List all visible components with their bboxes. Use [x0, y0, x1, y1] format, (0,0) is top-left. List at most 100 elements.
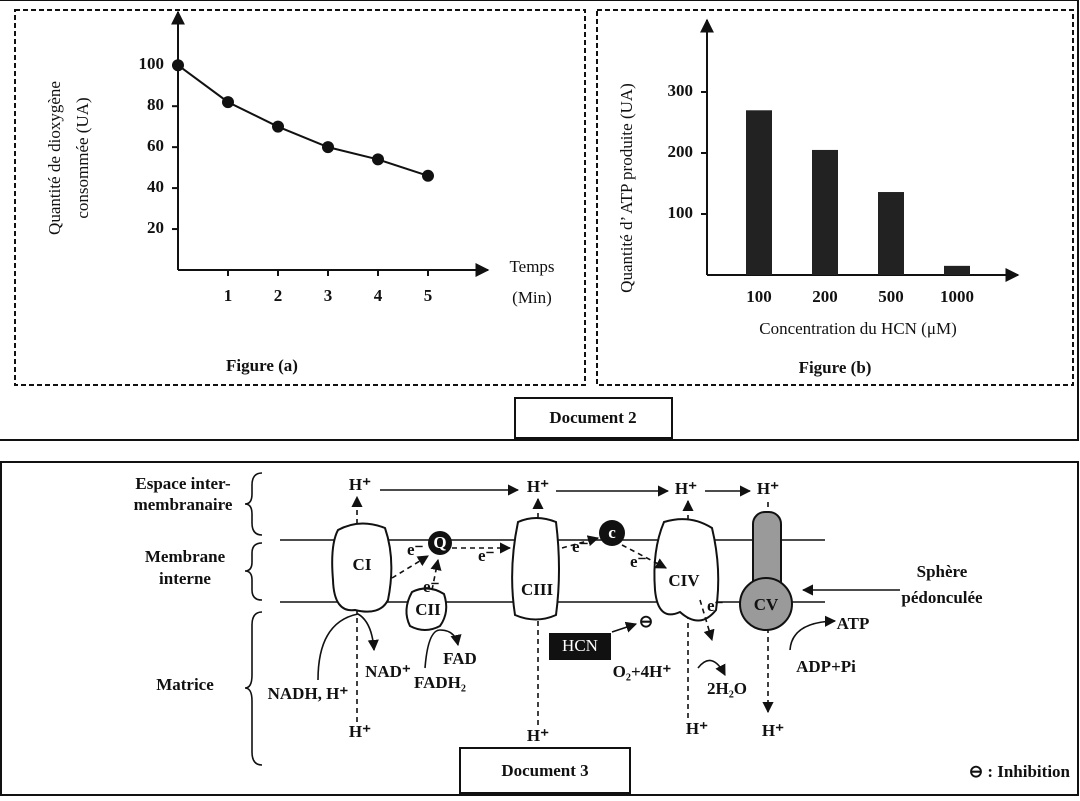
- proton: H⁺: [349, 475, 371, 494]
- data-point: [272, 120, 284, 133]
- complex: [428, 531, 452, 555]
- frame: [0, 0, 1079, 441]
- x-axis-label: Temps: [509, 257, 554, 276]
- arrow: [317, 613, 379, 681]
- arrow: [789, 615, 837, 651]
- proton: H⁺: [757, 479, 779, 498]
- chart-title: Figure (a): [226, 356, 298, 375]
- chart-title: Figure (b): [799, 358, 872, 377]
- bar: [746, 110, 772, 275]
- figure-frame: [14, 9, 586, 386]
- bar: [944, 265, 970, 275]
- data-point: [422, 169, 434, 182]
- complex-label: CV: [754, 595, 779, 614]
- y-tick-label: 40: [147, 177, 164, 196]
- chart-a: 20 40 60 80 100 1 2 3 4 5 Temps (Min) Quantité de di…: [45, 10, 555, 375]
- electron-path: [561, 535, 600, 549]
- complex-label: CII: [415, 600, 441, 619]
- complex: [739, 577, 793, 631]
- x-axis-unit: (Min): [512, 288, 552, 307]
- caption-box: [459, 747, 631, 794]
- proton: H⁺: [527, 477, 549, 496]
- data-line: [177, 64, 429, 177]
- region-label: Espace inter-: [135, 474, 231, 493]
- caption: Document 3: [501, 761, 588, 780]
- data-point: [222, 96, 234, 109]
- brace: [244, 542, 263, 601]
- x-tick-label: 1: [224, 286, 233, 305]
- complex: [405, 587, 448, 631]
- molecule: FAD: [443, 649, 477, 668]
- bar: [878, 192, 904, 275]
- x-axis-label: Concentration du HCN (μM): [759, 319, 957, 338]
- x-tick-label: 1000: [940, 287, 974, 306]
- y-tick-label: 80: [147, 95, 164, 114]
- electron: e⁻: [407, 540, 424, 559]
- sphere-label: Sphère: [917, 562, 968, 581]
- caption-box: [514, 397, 673, 439]
- y-tick-label: 100: [139, 54, 165, 73]
- arrow: [611, 621, 638, 633]
- inhibition-symbol: ⊖: [639, 612, 653, 631]
- proton: H⁺: [675, 479, 697, 498]
- x-tick-label: 100: [746, 287, 772, 306]
- x-tick-label: 5: [424, 286, 433, 305]
- electron-path: [391, 555, 429, 579]
- y-tick-label: 300: [668, 81, 694, 100]
- region-label: interne: [159, 569, 211, 588]
- y-tick-label: 60: [147, 136, 164, 155]
- region-label: membranaire: [134, 495, 233, 514]
- molecule: FADH₂: [414, 673, 466, 692]
- data-point: [322, 141, 334, 154]
- electron-path: [699, 599, 715, 642]
- molecule: NAD⁺: [365, 662, 411, 681]
- data-point: [172, 59, 184, 72]
- brace: [244, 611, 263, 766]
- complex-label: c: [608, 523, 616, 542]
- molecule: O₂+4H⁺: [613, 662, 672, 681]
- y-axis-label: Quantité d’ ATP produite (UA): [617, 83, 636, 293]
- arrow: [697, 659, 726, 676]
- complex-label: CIV: [668, 571, 700, 590]
- complex: [653, 518, 720, 622]
- chart-b: 100 200 300 100 200 500 1000 Concentration du H…: [617, 18, 1020, 377]
- data-point: [372, 153, 384, 166]
- y-tick-label: 200: [668, 142, 694, 161]
- complex: [331, 522, 393, 613]
- arrow: [424, 629, 462, 669]
- molecule: 2H₂O: [707, 679, 747, 698]
- molecule: ATP: [837, 614, 870, 633]
- complex-label: CIII: [521, 580, 554, 599]
- frame: [0, 461, 1079, 796]
- proton: H⁺: [349, 722, 371, 741]
- x-tick-label: 3: [324, 286, 333, 305]
- sphere-label: pédonculée: [901, 588, 983, 607]
- molecule: NADH, H⁺: [268, 684, 349, 703]
- brace: [244, 472, 263, 536]
- figure-frame: [596, 9, 1074, 386]
- proton: H⁺: [527, 726, 549, 745]
- electron: e⁻: [423, 577, 440, 596]
- y-tick-label: 20: [147, 218, 164, 237]
- complex-label: Q: [433, 533, 446, 552]
- complex: [599, 520, 625, 546]
- caption: Document 2: [549, 408, 636, 427]
- electron: e⁻: [630, 552, 647, 571]
- region-label: Matrice: [156, 675, 214, 694]
- y-axis-label: consommée (UA): [73, 97, 92, 218]
- inhibitor: HCN: [562, 636, 598, 655]
- x-tick-label: 200: [812, 287, 838, 306]
- diagram: Espace inter- membranaire Membrane inter…: [134, 472, 1071, 794]
- complex-label: CI: [353, 555, 372, 574]
- y-axis-label: Quantité de dioxygène: [45, 81, 64, 235]
- legend: ⊖ : Inhibition: [969, 762, 1071, 781]
- y-tick-label: 100: [668, 203, 694, 222]
- region-label: Membrane: [145, 547, 226, 566]
- x-tick-label: 2: [274, 286, 283, 305]
- bar: [812, 149, 838, 275]
- x-tick-label: 4: [374, 286, 383, 305]
- electron: e⁻: [478, 546, 495, 565]
- proton: H⁺: [762, 721, 784, 740]
- inhibitor-box: [549, 633, 611, 660]
